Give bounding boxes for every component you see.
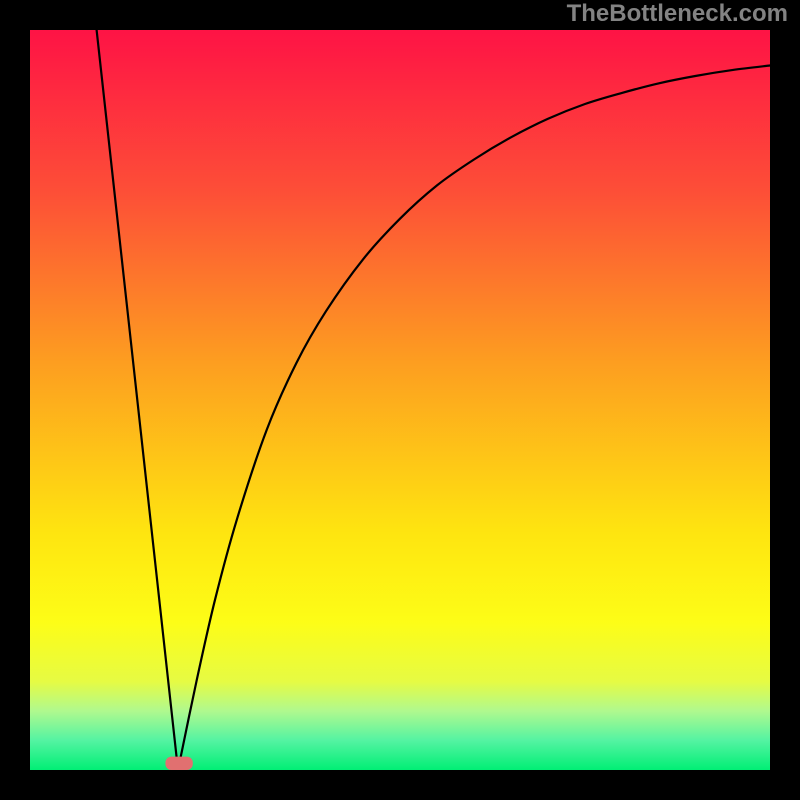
watermark-text: TheBottleneck.com xyxy=(567,0,788,28)
plot-gradient-background xyxy=(30,30,770,770)
bottleneck-chart: TheBottleneck.com xyxy=(0,0,800,800)
chart-svg xyxy=(0,0,800,800)
optimum-marker xyxy=(165,757,192,770)
